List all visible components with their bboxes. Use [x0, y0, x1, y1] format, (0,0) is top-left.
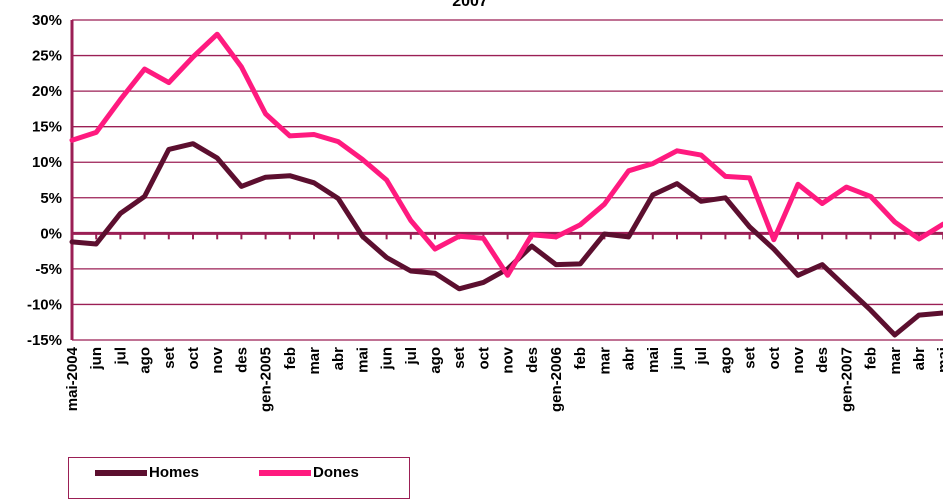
x-tick-label: abr — [621, 347, 638, 371]
x-tick-label: gen-2005 — [258, 347, 275, 412]
axes — [70, 20, 943, 340]
x-tick-label: mai — [354, 347, 371, 373]
x-tick-label: mai-2004 — [64, 346, 81, 411]
x-tick-label: jun — [669, 347, 686, 371]
line-chart: 2007 30% 25% 20% 15% 10% 5% 0% -5% -10% -15% mai-… — [27, 0, 943, 412]
x-tick-label: jul — [112, 347, 129, 366]
chart-title: 2007 — [452, 0, 488, 10]
x-tick-label: mar — [596, 347, 613, 375]
y-tick-label: 0% — [40, 225, 62, 242]
x-tick-label: feb — [863, 347, 880, 370]
x-tick-label: gen-2006 — [548, 347, 565, 412]
x-tick-label: ago — [137, 347, 154, 374]
x-tick-label: jun — [88, 347, 105, 371]
x-tick-label: jun — [379, 347, 396, 371]
legend-item-homes: Homes — [95, 464, 199, 481]
x-tick-label: gen-2007 — [838, 347, 855, 412]
y-tick-label: -5% — [35, 261, 62, 278]
x-tick-label: mai — [935, 347, 943, 373]
y-tick-label: 5% — [40, 190, 62, 207]
series-line-homes — [69, 141, 943, 338]
series-line-dones — [69, 31, 943, 278]
x-tick-label: oct — [766, 347, 783, 370]
x-tick-label: feb — [572, 347, 589, 370]
x-tick-label: mai — [645, 347, 662, 373]
x-tick-label: abr — [330, 347, 347, 371]
y-tick-label: 10% — [32, 154, 62, 171]
x-tick-label: des — [814, 347, 831, 373]
x-tick-label: ago — [717, 347, 734, 374]
y-axis-ticks: 30% 25% 20% 15% 10% 5% 0% -5% -10% -15% — [27, 12, 62, 349]
x-axis-ticks: mai-2004 jun jul ago set oct nov des gen-2005 feb… — [64, 346, 943, 412]
x-tick-label: nov — [500, 346, 517, 373]
series-lines — [69, 31, 943, 338]
x-tick-label: set — [161, 347, 178, 369]
x-tick-label: set — [742, 347, 759, 369]
x-tick-label: abr — [911, 347, 928, 371]
gridlines — [72, 19, 943, 341]
y-tick-label: -10% — [27, 296, 62, 313]
x-tick-label: set — [451, 347, 468, 369]
y-tick-label: 25% — [32, 48, 62, 65]
legend-item-dones: Dones — [259, 464, 359, 481]
legend-swatch-homes — [95, 469, 147, 476]
x-tick-label: nov — [209, 346, 226, 373]
x-tick-label: mar — [887, 347, 904, 375]
x-tick-label: des — [524, 347, 541, 373]
x-tick-label: feb — [282, 347, 299, 370]
x-tick-label: ago — [427, 347, 444, 374]
x-tick-label: oct — [185, 347, 202, 370]
legend-swatch-dones — [259, 469, 311, 476]
legend: Homes Dones — [68, 457, 410, 499]
x-tick-label: jul — [403, 347, 420, 366]
legend-label-dones: Dones — [313, 464, 359, 481]
y-tick-label: 15% — [32, 119, 62, 136]
y-tick-label: 30% — [32, 12, 62, 29]
x-tick-label: nov — [790, 346, 807, 373]
x-tick-label: oct — [475, 347, 492, 370]
x-tick-label: des — [233, 347, 250, 373]
x-tick-label: mar — [306, 347, 323, 375]
y-tick-label: 20% — [32, 83, 62, 100]
y-tick-label: -15% — [27, 332, 62, 349]
x-tick-label: jul — [693, 347, 710, 366]
legend-label-homes: Homes — [149, 464, 200, 481]
